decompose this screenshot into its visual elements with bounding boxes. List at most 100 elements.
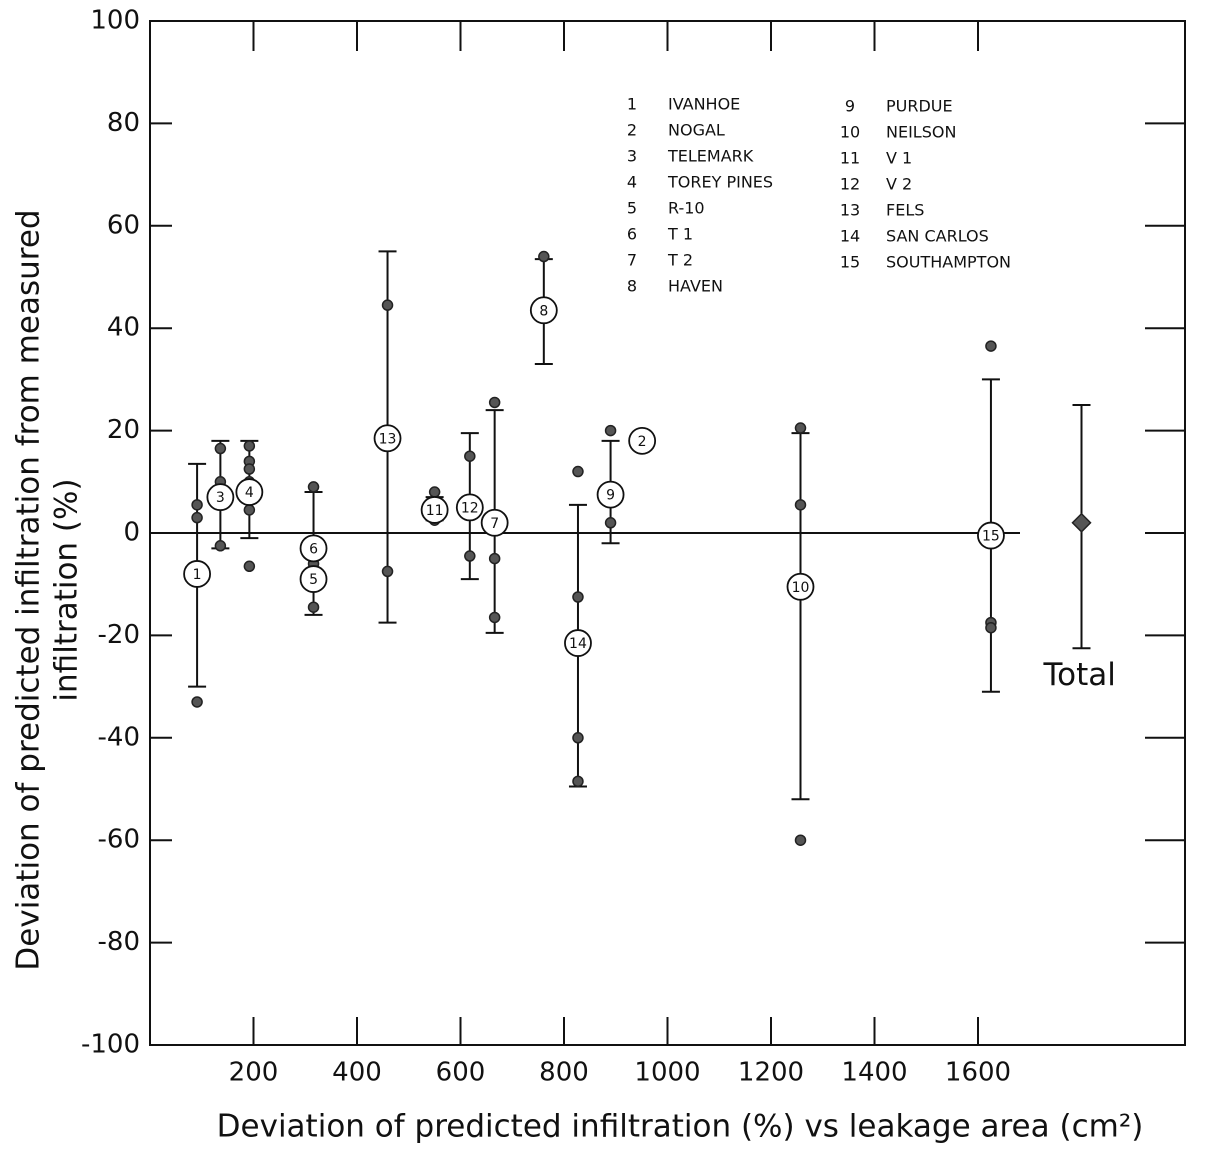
site-mean: [480, 508, 509, 537]
legend-name: IVANHOE: [668, 95, 740, 114]
data-point: [243, 560, 256, 573]
site-id: 3: [216, 490, 225, 506]
total-label: Total: [1043, 657, 1116, 693]
legend-name: TOREY PINES: [667, 173, 773, 192]
legend-name: T 2: [667, 251, 693, 270]
x-tick-label: 800: [539, 1058, 589, 1088]
data-point: [464, 550, 476, 562]
data-point: [488, 552, 501, 565]
site-id: 2: [638, 434, 647, 450]
data-point: [538, 250, 550, 263]
data-point: [794, 422, 807, 434]
data-point: [307, 481, 320, 493]
legend-name: SOUTHAMPTON: [886, 253, 1011, 272]
data-point: [572, 775, 584, 788]
data-point: [243, 504, 256, 516]
site-id: 15: [982, 529, 1000, 545]
site-mean: [628, 426, 657, 455]
legend-id: 3: [627, 147, 637, 166]
site-mean: [564, 629, 592, 657]
data-point: [381, 299, 394, 311]
y-tick-label: 0: [123, 518, 140, 548]
site-id: 14: [569, 636, 587, 652]
site-mean: [455, 493, 484, 522]
legend-name: V 1: [886, 149, 912, 168]
total-mean: [1071, 512, 1092, 533]
data-point: [488, 396, 501, 409]
legend-id: 15: [840, 253, 860, 272]
data-point: [214, 540, 227, 552]
legend-id: 5: [627, 199, 637, 218]
x-tick-label: 600: [436, 1058, 486, 1088]
site-mean: [206, 483, 235, 512]
site-mean: [299, 534, 328, 563]
y-axis-label: infiltration (%): [49, 478, 85, 701]
legend-name: T 1: [667, 225, 693, 244]
legend-id: 4: [627, 173, 637, 192]
legend-name: TELEMARK: [667, 147, 754, 166]
data-point: [794, 499, 807, 511]
legend-id: 14: [840, 227, 860, 246]
legend-id: 6: [627, 225, 637, 244]
data-point: [794, 834, 807, 846]
site-id: 8: [539, 303, 548, 319]
site-id: 13: [379, 431, 397, 447]
y-tick-label: -80: [98, 927, 140, 957]
data-point: [572, 732, 584, 744]
y-tick-label: -20: [98, 620, 140, 650]
y-tick-label: -100: [81, 1030, 140, 1060]
legend-name: PURDUE: [886, 97, 953, 116]
x-tick-label: 200: [229, 1058, 279, 1088]
legend-name: NEILSON: [886, 123, 956, 142]
data-point: [214, 442, 227, 455]
y-tick-label: -60: [98, 825, 140, 855]
legend-name: NOGAL: [668, 121, 725, 140]
site-id: 9: [606, 488, 615, 504]
x-tick-label: 400: [332, 1058, 382, 1088]
x-tick-label: 1000: [634, 1058, 700, 1088]
y-axis-label: Deviation of predicted infiltration from…: [11, 209, 47, 970]
site-id: 7: [490, 516, 499, 532]
y-tick-label: 60: [107, 210, 140, 240]
data-point: [381, 565, 394, 578]
site-id: 5: [309, 572, 318, 588]
legend-id: 9: [845, 97, 855, 116]
legend-name: FELS: [886, 201, 924, 220]
data-point: [191, 696, 203, 708]
legend-id: 1: [627, 95, 637, 114]
legend-id: 10: [840, 123, 860, 142]
site-mean: [786, 572, 815, 601]
data-point: [428, 486, 441, 498]
site-mean: [183, 560, 211, 588]
site-mean: [977, 521, 1005, 550]
legend-id: 7: [627, 251, 637, 270]
site-mean: [529, 296, 558, 325]
y-tick-label: -40: [98, 722, 140, 752]
site-id: 12: [461, 500, 479, 516]
site-id: 11: [426, 503, 444, 519]
data-point: [985, 340, 997, 352]
legend-id: 2: [627, 121, 637, 140]
legend-name: R-10: [668, 199, 705, 218]
x-axis-label: Deviation of predicted infiltration (%) …: [217, 1109, 1144, 1145]
site-mean: [420, 496, 449, 524]
data-point: [464, 450, 476, 462]
data-point: [243, 440, 256, 452]
legend-id: 8: [627, 277, 637, 296]
data-point: [604, 424, 617, 437]
data-point: [985, 621, 997, 634]
y-tick-label: 100: [90, 6, 140, 36]
site-mean: [235, 478, 264, 506]
data-point: [572, 465, 584, 478]
site-id: 10: [792, 580, 810, 596]
legend-id: 13: [840, 201, 860, 220]
y-tick-label: 80: [107, 108, 140, 138]
legend-name: SAN CARLOS: [886, 227, 989, 246]
legend-id: 12: [840, 175, 860, 194]
legend-name: V 2: [886, 175, 912, 194]
data-point: [307, 601, 320, 613]
site-id: 4: [245, 485, 254, 501]
site-mean: [373, 424, 402, 453]
data-point: [191, 511, 203, 524]
